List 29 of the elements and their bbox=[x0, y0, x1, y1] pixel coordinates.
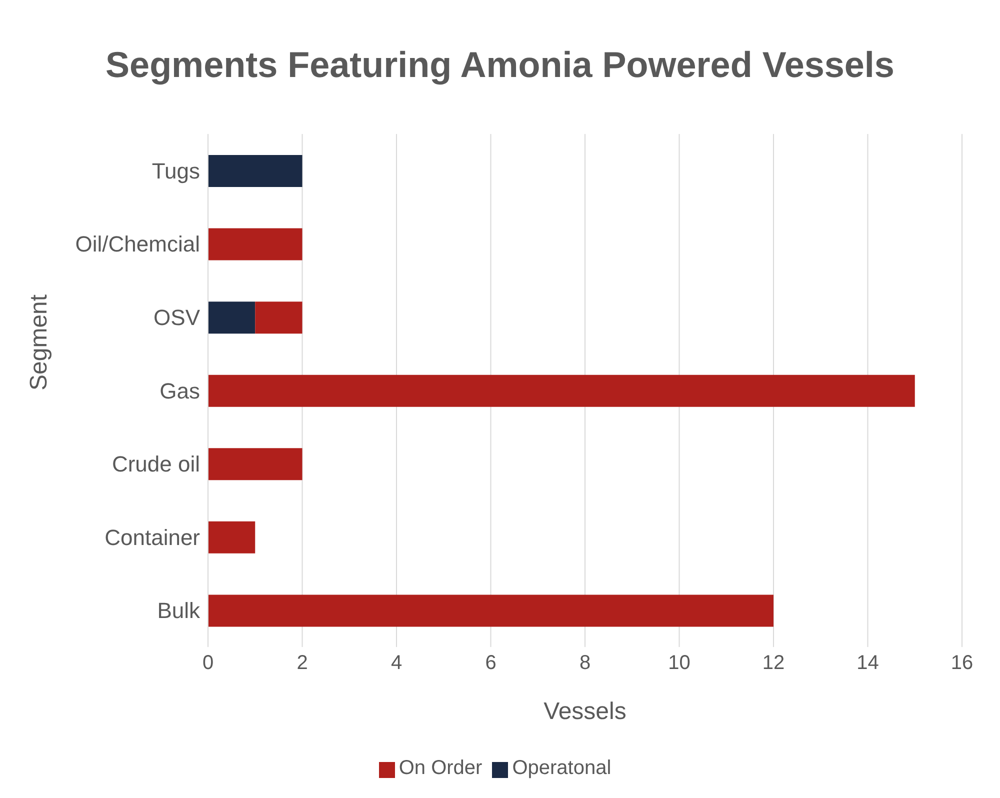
x-tick-label: 0 bbox=[202, 652, 214, 674]
legend-label: On Order bbox=[398, 757, 482, 779]
x-tick-label: 12 bbox=[762, 652, 785, 674]
x-tick-label: 8 bbox=[579, 652, 591, 674]
bar bbox=[208, 448, 302, 480]
bar bbox=[208, 374, 915, 407]
bar bbox=[208, 594, 774, 627]
x-tick-label: 14 bbox=[856, 652, 879, 674]
bar bbox=[208, 521, 256, 554]
bar bbox=[255, 302, 302, 334]
y-tick-label: Crude oil bbox=[112, 452, 200, 477]
bar bbox=[208, 302, 256, 334]
chart-title: Segments Featuring Amonia Powered Vessels bbox=[104, 43, 896, 87]
y-tick-label: Tugs bbox=[152, 158, 200, 184]
legend-label: Operatonal bbox=[512, 757, 612, 779]
bar bbox=[208, 228, 302, 260]
y-tick-label: OSV bbox=[154, 305, 200, 330]
y-tick-label: Gas bbox=[160, 378, 200, 404]
x-tick-label: 4 bbox=[390, 652, 402, 674]
x-tick-label: 16 bbox=[950, 652, 974, 674]
y-tick-label: Oil/Chemcial bbox=[75, 232, 200, 257]
x-axis-title: Vessels bbox=[544, 698, 626, 726]
x-tick-label: 10 bbox=[668, 652, 690, 674]
y-tick-label: Bulk bbox=[157, 598, 201, 624]
y-tick-label: Container bbox=[104, 524, 200, 550]
x-tick-label: 6 bbox=[485, 652, 496, 674]
x-tick-label: 2 bbox=[296, 652, 308, 674]
y-axis-title: Segment bbox=[26, 294, 53, 390]
bar bbox=[208, 155, 302, 187]
